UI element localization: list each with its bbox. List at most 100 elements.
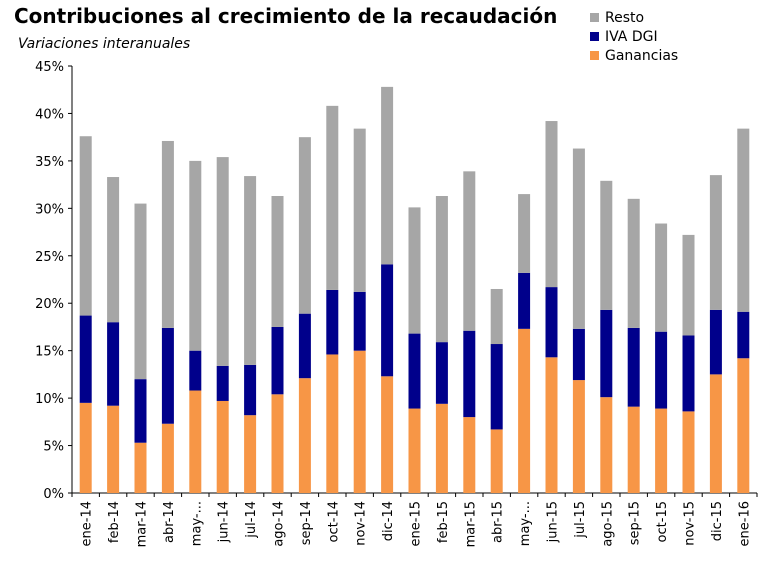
bar-resto bbox=[79, 136, 92, 316]
x-tick-label: ago-14 bbox=[272, 501, 287, 547]
bar-ganancias bbox=[709, 374, 722, 493]
bar-iva-dgi bbox=[79, 315, 92, 403]
bar-resto bbox=[655, 223, 668, 332]
bar-resto bbox=[600, 180, 613, 310]
x-tick-label: sep-15 bbox=[628, 501, 643, 545]
y-tick-label: 30% bbox=[35, 202, 64, 217]
x-tick-label: feb-14 bbox=[107, 501, 122, 543]
bar-resto bbox=[326, 105, 339, 290]
x-tick-label: dic-14 bbox=[381, 501, 396, 541]
bar-iva-dgi bbox=[463, 330, 476, 418]
bar-ganancias bbox=[545, 357, 558, 493]
legend-label-iva-dgi: IVA DGI bbox=[605, 28, 658, 45]
chart-subtitle: Variaciones interanuales bbox=[18, 36, 191, 52]
legend-swatch-iva-dgi bbox=[590, 32, 599, 41]
x-tick-label: mar-14 bbox=[135, 501, 150, 547]
bar-ganancias bbox=[655, 408, 668, 493]
y-tick-label: 5% bbox=[43, 440, 64, 455]
x-tick-label: feb-15 bbox=[436, 501, 451, 543]
bar-ganancias bbox=[189, 390, 202, 493]
bar-resto bbox=[545, 121, 558, 288]
bar-iva-dgi bbox=[682, 335, 695, 412]
x-tick-label: abr-15 bbox=[491, 501, 506, 543]
y-tick-label: 20% bbox=[35, 297, 64, 312]
bar-iva-dgi bbox=[161, 327, 174, 424]
x-tick-label: nov-15 bbox=[683, 501, 698, 546]
x-tick-label: may-... bbox=[518, 501, 533, 546]
legend-item-resto: Resto bbox=[590, 8, 678, 27]
bar-resto bbox=[709, 175, 722, 310]
bar-resto bbox=[216, 157, 229, 366]
bar-iva-dgi bbox=[298, 313, 311, 379]
bar-resto bbox=[381, 86, 394, 265]
x-tick-label: ene-15 bbox=[409, 501, 424, 546]
bar-iva-dgi bbox=[709, 309, 722, 375]
bar-ganancias bbox=[682, 411, 695, 493]
bar-iva-dgi bbox=[490, 344, 503, 430]
x-tick-label: dic-15 bbox=[710, 501, 725, 541]
chart-legend: Resto IVA DGI Ganancias bbox=[590, 8, 678, 65]
bar-resto bbox=[463, 171, 476, 331]
bar-ganancias bbox=[408, 408, 421, 493]
bar-ganancias bbox=[435, 403, 448, 493]
bar-ganancias bbox=[79, 402, 92, 493]
bar-ganancias bbox=[161, 423, 174, 493]
bar-ganancias bbox=[244, 415, 257, 493]
bar-iva-dgi bbox=[216, 365, 229, 401]
legend-label-resto: Resto bbox=[605, 9, 645, 26]
x-tick-label: may-... bbox=[189, 501, 204, 546]
bar-resto bbox=[490, 288, 503, 345]
bar-resto bbox=[408, 207, 421, 334]
bar-resto bbox=[682, 234, 695, 336]
bar-ganancias bbox=[134, 442, 147, 493]
x-tick-label: jul-15 bbox=[573, 501, 588, 539]
x-tick-label: jul-14 bbox=[244, 501, 259, 539]
x-tick-label: oct-15 bbox=[655, 501, 670, 542]
bar-iva-dgi bbox=[189, 350, 202, 391]
bar-resto bbox=[161, 140, 174, 328]
y-tick-label: 45% bbox=[35, 60, 64, 75]
bar-iva-dgi bbox=[600, 309, 613, 398]
legend-item-ganancias: Ganancias bbox=[590, 46, 678, 65]
x-tick-label: nov-14 bbox=[354, 501, 369, 546]
bar-iva-dgi bbox=[134, 379, 147, 443]
bar-iva-dgi bbox=[627, 327, 640, 407]
bar-resto bbox=[271, 196, 284, 327]
bar-iva-dgi bbox=[545, 287, 558, 358]
bar-resto bbox=[518, 194, 531, 273]
bar-resto bbox=[627, 198, 640, 328]
bar-ganancias bbox=[298, 378, 311, 493]
bar-resto bbox=[298, 137, 311, 314]
bar-ganancias bbox=[381, 376, 394, 493]
bar-ganancias bbox=[627, 406, 640, 493]
bar-ganancias bbox=[326, 354, 339, 493]
bar-ganancias bbox=[107, 405, 120, 493]
x-tick-label: abr-14 bbox=[162, 501, 177, 543]
bar-iva-dgi bbox=[244, 364, 257, 416]
x-tick-label: ene-14 bbox=[80, 501, 95, 546]
bar-resto bbox=[737, 128, 750, 312]
y-tick-label: 0% bbox=[43, 487, 64, 502]
bar-ganancias bbox=[271, 394, 284, 493]
bar-resto bbox=[189, 160, 202, 351]
legend-label-ganancias: Ganancias bbox=[605, 47, 679, 64]
bar-ganancias bbox=[572, 380, 585, 493]
x-tick-label: jun-15 bbox=[546, 501, 561, 543]
bar-iva-dgi bbox=[326, 289, 339, 355]
bar-iva-dgi bbox=[353, 291, 366, 351]
bar-resto bbox=[134, 203, 147, 380]
bar-iva-dgi bbox=[408, 333, 421, 409]
y-tick-label: 25% bbox=[35, 250, 64, 265]
bar-iva-dgi bbox=[381, 264, 394, 377]
y-tick-label: 15% bbox=[35, 345, 64, 360]
x-tick-label: ene-16 bbox=[737, 501, 752, 546]
bar-iva-dgi bbox=[107, 322, 120, 406]
bar-ganancias bbox=[490, 429, 503, 493]
x-tick-label: jun-14 bbox=[217, 501, 232, 543]
bar-ganancias bbox=[518, 328, 531, 493]
x-tick-label: ago-15 bbox=[600, 501, 615, 547]
x-tick-label: mar-15 bbox=[463, 501, 478, 547]
chart-title: Contribuciones al crecimiento de la reca… bbox=[14, 4, 558, 28]
bar-resto bbox=[244, 176, 257, 365]
